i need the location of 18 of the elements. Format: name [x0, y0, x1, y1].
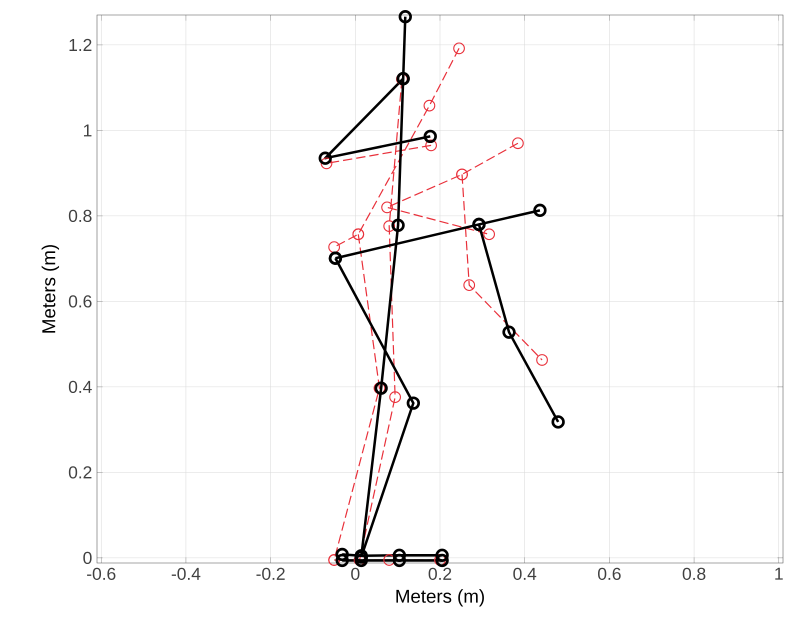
x-tick-label: 0.6 — [598, 568, 621, 580]
y-tick-label: 0.8 — [68, 210, 92, 222]
x-tick-label: -0.2 — [256, 568, 285, 580]
y-tick-label: 1.2 — [70, 38, 92, 51]
y-axis-title: Meters (m) — [42, 245, 60, 333]
x-tick-label: 0.2 — [428, 568, 452, 580]
x-tick-label: -0.6 — [87, 568, 116, 580]
x-tick-label: 1 — [775, 568, 783, 580]
x-tick-label: -0.4 — [172, 568, 200, 580]
y-tick-label: 0 — [83, 552, 92, 564]
x-tick-label: 0 — [351, 568, 360, 580]
x-tick-label: 0.4 — [513, 568, 536, 580]
y-tick-label: 1 — [84, 124, 92, 136]
x-axis-title: Meters (m) — [396, 589, 484, 607]
y-tick-label: 0.2 — [68, 466, 92, 479]
x-tick-label: 0.8 — [682, 568, 706, 580]
y-tick-label: 0.4 — [68, 380, 92, 394]
y-tick-label: 0.6 — [68, 295, 92, 308]
